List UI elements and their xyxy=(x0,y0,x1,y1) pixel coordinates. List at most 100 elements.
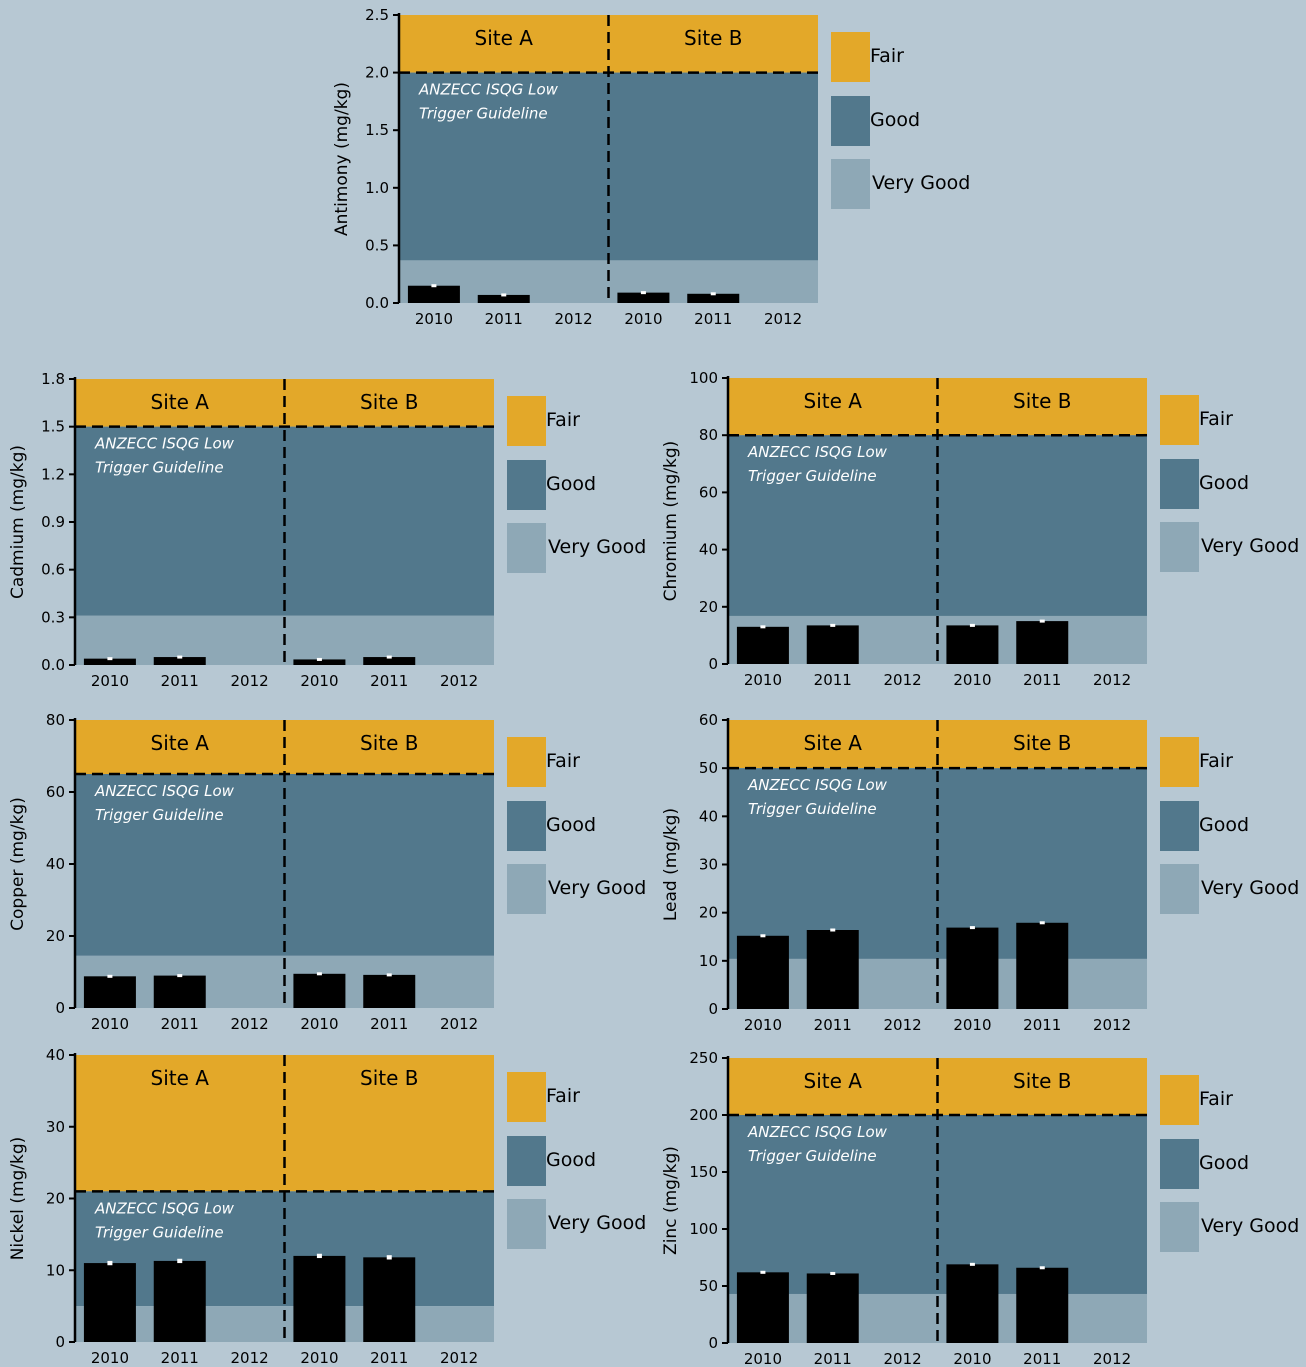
legend-swatch-good xyxy=(507,801,546,851)
legend-swatch-good xyxy=(1160,1139,1199,1189)
error-bar-a-2010 xyxy=(431,284,437,288)
x-tick-label: 2010 xyxy=(953,1350,991,1367)
y-tick-label: 20 xyxy=(699,598,718,616)
x-tick-label: 2012 xyxy=(554,310,592,328)
y-tick-label: 40 xyxy=(699,541,718,559)
legend-swatch-very-good xyxy=(507,523,546,573)
site-label-a: Site A xyxy=(804,389,863,413)
x-tick-label: 2010 xyxy=(300,1349,338,1367)
x-tick-label: 2011 xyxy=(370,672,408,690)
error-bar-b-2011 xyxy=(1039,921,1045,925)
error-bar-b-2011 xyxy=(1039,619,1045,623)
guideline-label-line-2: Trigger Guideline xyxy=(748,1147,877,1165)
y-tick-label: 150 xyxy=(689,1163,718,1181)
x-tick-label: 2010 xyxy=(300,672,338,690)
error-bar-a-2010 xyxy=(107,974,113,978)
guideline-label-line-2: Trigger Guideline xyxy=(419,105,548,123)
error-bar-a-2011 xyxy=(177,1258,183,1264)
legend-label-very-good: Very Good xyxy=(872,172,970,194)
legend-label-fair: Fair xyxy=(1199,408,1233,430)
legend-swatch-very-good xyxy=(507,864,546,914)
y-tick-label: 0.3 xyxy=(41,608,65,626)
x-tick-label: 2012 xyxy=(440,1015,478,1033)
legend-swatch-good xyxy=(1160,459,1199,509)
guideline-label-line-2: Trigger Guideline xyxy=(95,806,224,824)
error-bar-a-2011 xyxy=(830,928,836,932)
legend-label-good: Good xyxy=(546,814,596,836)
error-bar-a-2010 xyxy=(107,1260,113,1266)
bar-a-2010 xyxy=(736,626,789,664)
site-label-a: Site A xyxy=(804,1069,863,1093)
y-tick-label: 60 xyxy=(46,783,65,801)
legend-label-fair: Fair xyxy=(1199,750,1233,772)
bar-a-2010 xyxy=(83,658,136,665)
legend-label-good: Good xyxy=(546,473,596,495)
x-tick-label: 2011 xyxy=(161,1349,199,1367)
x-tick-label: 2011 xyxy=(161,1015,199,1033)
legend-swatch-good xyxy=(1160,801,1199,851)
y-tick-label: 50 xyxy=(699,759,718,777)
legend-label-fair: Fair xyxy=(546,409,580,431)
chart-panel-copper: ANZECC ISQG Low Trigger Guideline Site A Si… xyxy=(8,711,646,1033)
site-label-b: Site B xyxy=(360,1066,418,1090)
y-tick-label: 10 xyxy=(699,952,718,970)
bar-a-2010 xyxy=(736,935,789,1009)
site-label-b: Site B xyxy=(684,26,742,50)
bar-a-2011 xyxy=(806,625,859,664)
x-tick-label: 2010 xyxy=(91,1015,129,1033)
y-tick-label: 40 xyxy=(46,855,65,873)
guideline-label-line-1: ANZECC ISQG Low xyxy=(94,435,235,453)
x-tick-label: 2012 xyxy=(883,1350,921,1367)
bar-b-2011 xyxy=(363,657,416,665)
x-tick-label: 2012 xyxy=(230,672,268,690)
x-tick-label: 2011 xyxy=(1023,1350,1061,1367)
legend-label-fair: Fair xyxy=(1199,1088,1233,1110)
x-tick-label: 2011 xyxy=(1023,1016,1061,1034)
x-tick-label: 2011 xyxy=(370,1349,408,1367)
legend-label-good: Good xyxy=(546,1149,596,1171)
legend-label-very-good: Very Good xyxy=(1201,1215,1299,1237)
bar-b-2010 xyxy=(293,659,346,665)
legend-label-fair: Fair xyxy=(546,750,580,772)
bar-b-2010 xyxy=(946,927,999,1009)
x-tick-label: 2010 xyxy=(744,1016,782,1034)
y-tick-label: 40 xyxy=(46,1046,65,1064)
x-tick-label: 2012 xyxy=(1093,671,1131,689)
site-label-b: Site B xyxy=(360,390,418,414)
guideline-label-line-1: ANZECC ISQG Low xyxy=(747,443,888,461)
y-tick-label: 80 xyxy=(46,711,65,729)
bar-b-2010 xyxy=(293,973,346,1008)
bar-b-2011 xyxy=(687,293,740,303)
error-bar-b-2011 xyxy=(386,1255,392,1260)
y-tick-label: 0.6 xyxy=(41,561,65,579)
x-tick-label: 2012 xyxy=(764,310,802,328)
y-axis-title: Antimony (mg/kg) xyxy=(332,82,352,236)
legend-swatch-very-good xyxy=(1160,1202,1199,1252)
guideline-label-line-1: ANZECC ISQG Low xyxy=(747,1123,888,1141)
bar-a-2011 xyxy=(477,294,530,303)
y-tick-label: 1.2 xyxy=(41,465,65,483)
y-tick-label: 1.5 xyxy=(41,418,65,436)
y-tick-label: 0 xyxy=(708,1000,718,1018)
legend-swatch-fair xyxy=(1160,737,1199,787)
y-tick-label: 0.9 xyxy=(41,513,65,531)
error-bar-b-2010 xyxy=(316,1253,322,1259)
y-axis-title: Nickel (mg/kg) xyxy=(8,1137,28,1261)
error-bar-a-2011 xyxy=(177,655,183,659)
x-tick-label: 2010 xyxy=(744,671,782,689)
x-tick-label: 2012 xyxy=(883,671,921,689)
error-bar-b-2010 xyxy=(969,623,975,627)
bar-a-2010 xyxy=(407,285,460,303)
y-tick-label: 0.0 xyxy=(365,294,389,312)
legend-label-very-good: Very Good xyxy=(1201,877,1299,899)
error-bar-b-2011 xyxy=(386,973,392,977)
y-tick-label: 80 xyxy=(699,426,718,444)
x-tick-label: 2010 xyxy=(624,310,662,328)
x-tick-label: 2012 xyxy=(230,1015,268,1033)
error-bar-b-2011 xyxy=(710,292,716,296)
x-tick-label: 2012 xyxy=(440,1349,478,1367)
error-bar-a-2010 xyxy=(760,625,766,629)
y-tick-label: 100 xyxy=(689,369,718,387)
legend-swatch-good xyxy=(831,96,870,146)
chart-panel-lead: ANZECC ISQG Low Trigger Guideline Site A Si… xyxy=(661,711,1299,1034)
